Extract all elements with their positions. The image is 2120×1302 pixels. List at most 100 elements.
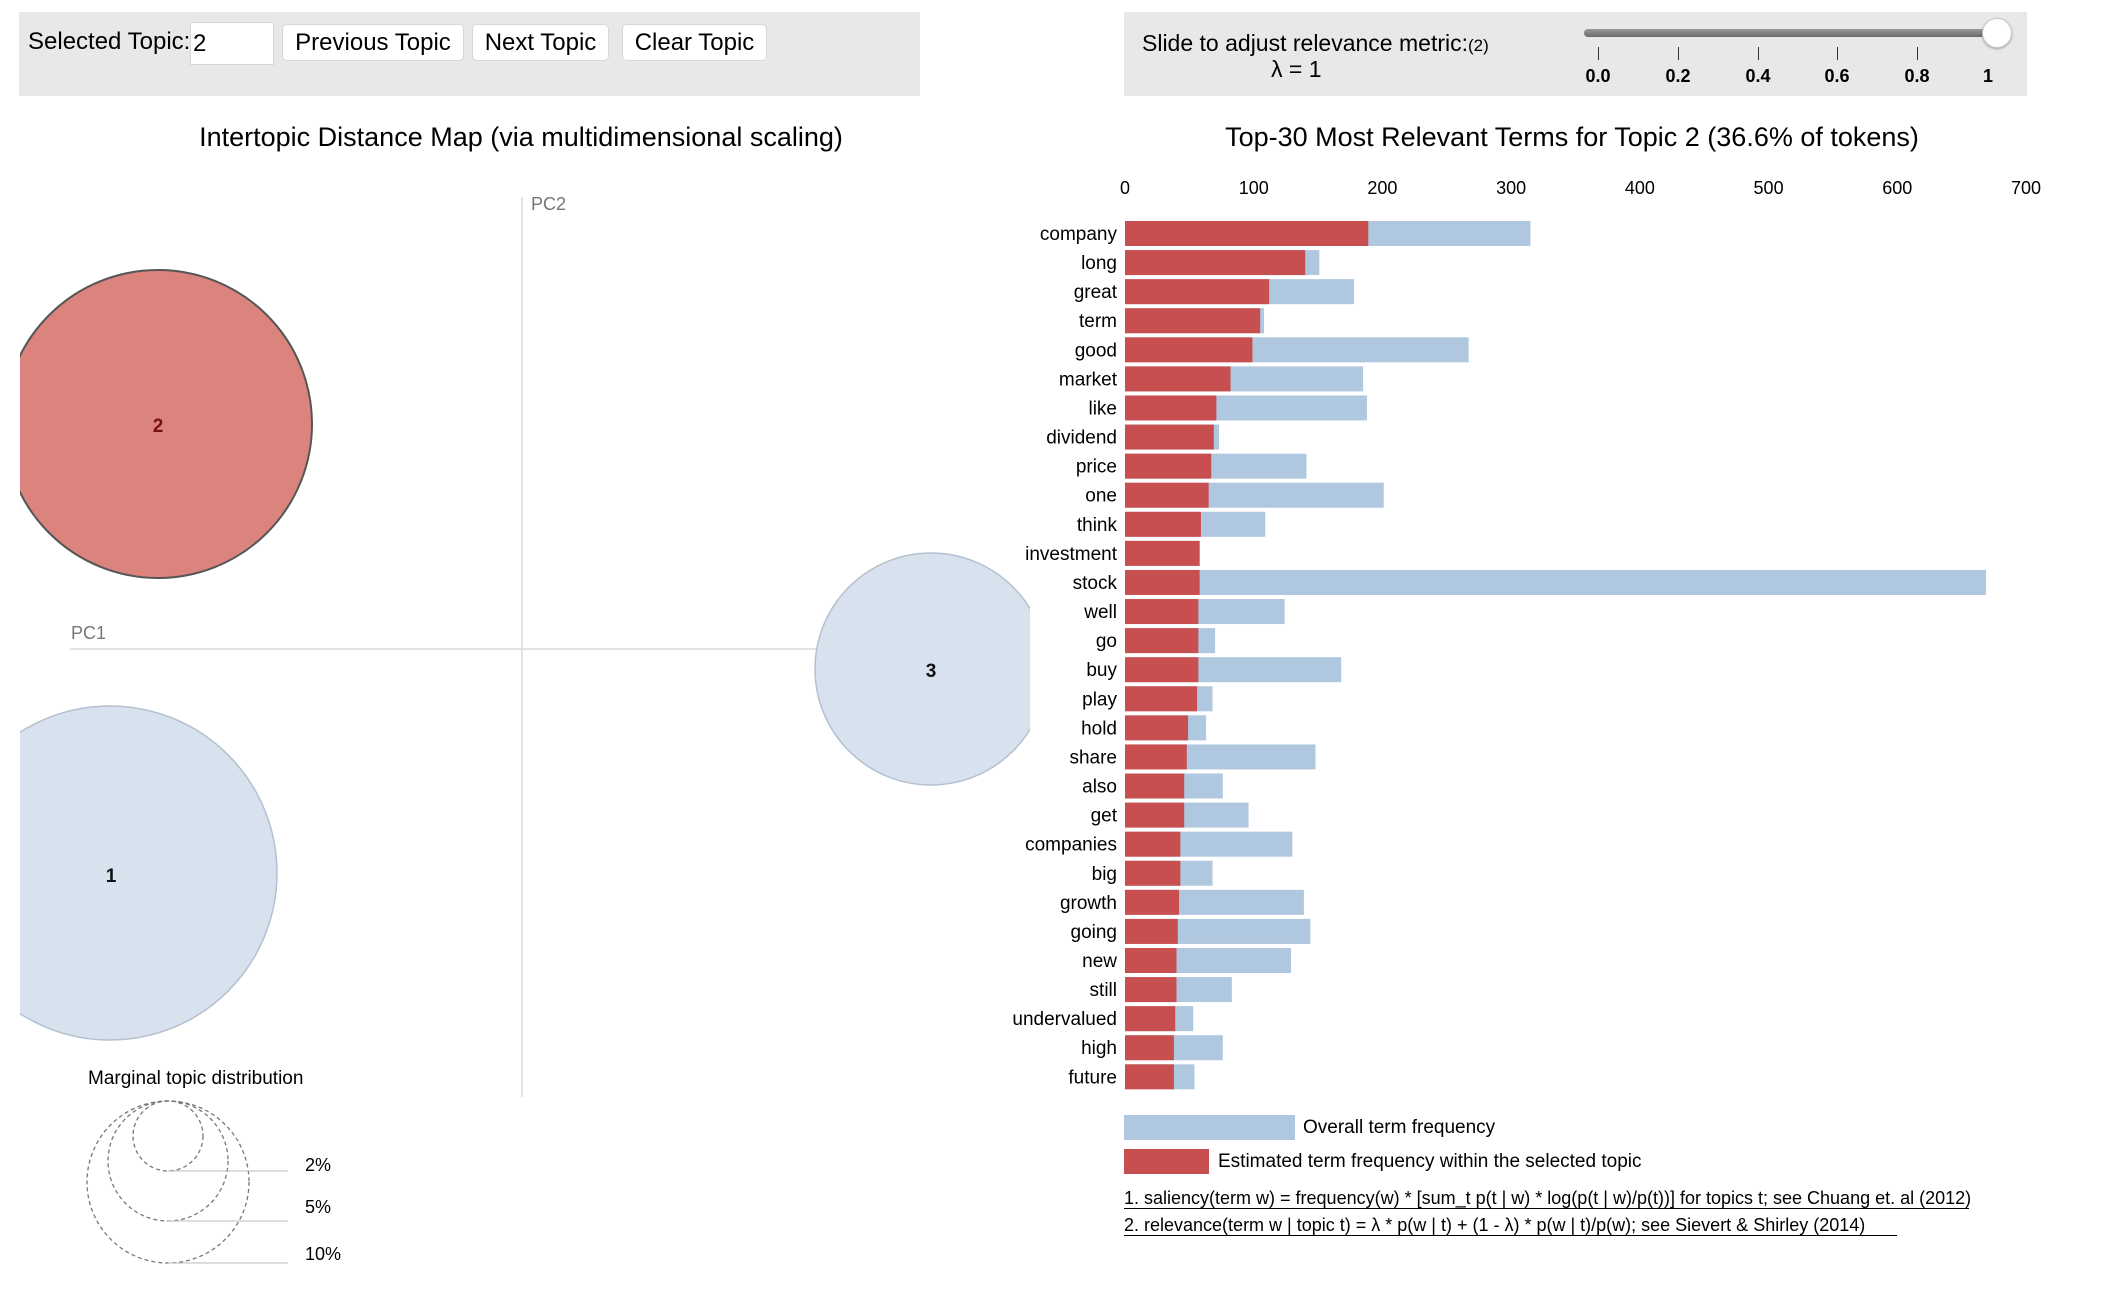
clear-topic-button[interactable]: Clear Topic	[622, 24, 767, 61]
bar-topic-good[interactable]	[1125, 337, 1253, 363]
bar-topic-one[interactable]	[1125, 482, 1209, 508]
bar-topic-new[interactable]	[1125, 948, 1177, 973]
bar-topic-think[interactable]	[1125, 511, 1201, 537]
term-label-still[interactable]: still	[1090, 980, 1117, 1001]
bar-overall-stock[interactable]	[1125, 569, 1987, 595]
term-chart-title: Top-30 Most Relevant Terms for Topic 2 (…	[1225, 122, 1919, 152]
bar-topic-play[interactable]	[1125, 686, 1198, 712]
term-label-get[interactable]: get	[1091, 806, 1118, 827]
marginal-label-2pct: 2%	[305, 1155, 331, 1175]
term-label-play[interactable]: play	[1082, 689, 1117, 710]
slider-tick-label: 0.2	[1665, 66, 1691, 86]
bar-topic-well[interactable]	[1125, 599, 1199, 625]
bar-topic-going[interactable]	[1125, 918, 1178, 944]
intertopic-distance-map: PC2 PC1 1 2 3 Marginal topic distributio…	[0, 194, 1030, 1264]
selected-topic-input[interactable]	[190, 22, 274, 65]
bar-topic-buy[interactable]	[1125, 657, 1199, 683]
term-label-long[interactable]: long	[1081, 253, 1117, 274]
bar-topic-undervalued[interactable]	[1125, 1006, 1176, 1032]
term-label-hold[interactable]: hold	[1081, 718, 1117, 739]
topic-circle-2[interactable]	[4, 269, 313, 579]
term-label-new[interactable]: new	[1082, 951, 1117, 972]
term-label-company[interactable]: company	[1040, 224, 1118, 245]
x-tick-label: 700	[2011, 178, 2041, 198]
bar-topic-stock[interactable]	[1125, 569, 1200, 595]
term-label-think[interactable]: think	[1077, 515, 1118, 536]
term-label-also[interactable]: also	[1082, 777, 1117, 798]
footnote-saliency: 1. saliency(term w) = frequency(w) * [su…	[1124, 1188, 1972, 1208]
term-label-growth[interactable]: growth	[1060, 893, 1117, 914]
term-label-well[interactable]: well	[1083, 602, 1117, 623]
bar-topic-growth[interactable]	[1125, 889, 1180, 915]
bar-chart-bars	[1125, 221, 1987, 1090]
bar-topic-price[interactable]	[1125, 453, 1212, 479]
term-label-future[interactable]: future	[1068, 1067, 1117, 1088]
marginal-label-5pct: 5%	[305, 1197, 331, 1217]
footnote-relevance: 2. relevance(term w | topic t) = λ * p(w…	[1124, 1215, 1866, 1235]
bar-topic-great[interactable]	[1125, 279, 1270, 305]
footnote-underline	[1124, 1208, 1969, 1209]
bar-topic-investment[interactable]	[1125, 540, 1200, 566]
slider-tick-label: 0.6	[1824, 66, 1850, 86]
relevance-slider-thumb[interactable]	[1982, 18, 2012, 48]
term-label-high[interactable]: high	[1081, 1038, 1117, 1059]
bar-topic-get[interactable]	[1125, 802, 1185, 828]
bar-topic-market[interactable]	[1125, 366, 1231, 392]
term-label-big[interactable]: big	[1092, 864, 1117, 885]
x-tick-label: 600	[1882, 178, 1912, 198]
marginal-label-10pct: 10%	[305, 1244, 341, 1264]
relevance-slider-label: Slide to adjust relevance metric:(2)	[1142, 30, 1489, 57]
term-label-one[interactable]: one	[1085, 486, 1117, 507]
slider-tick-label: 0.4	[1745, 66, 1771, 86]
bar-topic-long[interactable]	[1125, 250, 1306, 276]
slider-tick-label: 1	[1982, 66, 1994, 86]
bar-topic-also[interactable]	[1125, 773, 1185, 799]
term-label-great[interactable]: great	[1074, 282, 1118, 303]
term-label-companies[interactable]: companies	[1025, 835, 1117, 856]
bar-topic-dividend[interactable]	[1125, 424, 1214, 450]
topic-circle-3[interactable]	[814, 552, 1047, 786]
term-label-investment[interactable]: investment	[1025, 544, 1118, 565]
term-label-like[interactable]: like	[1088, 398, 1117, 419]
slider-tick-label: 0.0	[1585, 66, 1611, 86]
bar-topic-like[interactable]	[1125, 395, 1217, 421]
bar-topic-big[interactable]	[1125, 860, 1181, 886]
bar-chart-x-axis: 0 100 200 300 400 500 600 700	[1120, 178, 2041, 198]
next-topic-button[interactable]: Next Topic	[472, 24, 609, 61]
term-label-undervalued[interactable]: undervalued	[1012, 1009, 1117, 1030]
topic-label-2: 2	[153, 416, 164, 437]
bar-topic-share[interactable]	[1125, 744, 1187, 770]
x-tick-label: 0	[1120, 178, 1130, 198]
bar-topic-high[interactable]	[1125, 1035, 1174, 1061]
pc2-axis-label: PC2	[531, 194, 566, 214]
bar-topic-companies[interactable]	[1125, 831, 1181, 857]
bar-topic-company[interactable]	[1125, 221, 1369, 246]
term-label-good[interactable]: good	[1075, 340, 1117, 361]
term-label-share[interactable]: share	[1069, 747, 1117, 768]
slider-tick	[1837, 47, 1838, 60]
bar-topic-go[interactable]	[1125, 628, 1199, 654]
bar-chart-category-labels: company long great term good market like divide…	[1012, 224, 1117, 1088]
term-label-term[interactable]: term	[1079, 311, 1117, 332]
term-label-price[interactable]: price	[1076, 457, 1117, 478]
term-label-buy[interactable]: buy	[1086, 660, 1117, 681]
term-label-go[interactable]: go	[1096, 631, 1117, 652]
relevance-slider-panel: Slide to adjust relevance metric:(2) λ =…	[1124, 12, 2027, 96]
term-label-stock[interactable]: stock	[1073, 573, 1118, 594]
topic-label-3: 3	[926, 661, 937, 682]
topic-circle-1[interactable]	[0, 705, 278, 1041]
bar-topic-future[interactable]	[1125, 1064, 1174, 1090]
slider-tick	[1917, 47, 1918, 60]
legend-swatch-overall	[1124, 1115, 1295, 1140]
legend-label-topic: Estimated term frequency within the sele…	[1218, 1151, 1642, 1172]
relevance-slider-track[interactable]	[1584, 29, 1993, 37]
x-tick-label: 100	[1239, 178, 1269, 198]
topic-label-1: 1	[106, 866, 117, 887]
bar-topic-hold[interactable]	[1125, 715, 1189, 741]
term-label-dividend[interactable]: dividend	[1046, 428, 1117, 449]
bar-topic-still[interactable]	[1125, 977, 1177, 1003]
bar-topic-term[interactable]	[1125, 308, 1261, 334]
term-label-going[interactable]: going	[1071, 922, 1118, 943]
term-label-market[interactable]: market	[1059, 369, 1118, 390]
previous-topic-button[interactable]: Previous Topic	[282, 24, 464, 61]
